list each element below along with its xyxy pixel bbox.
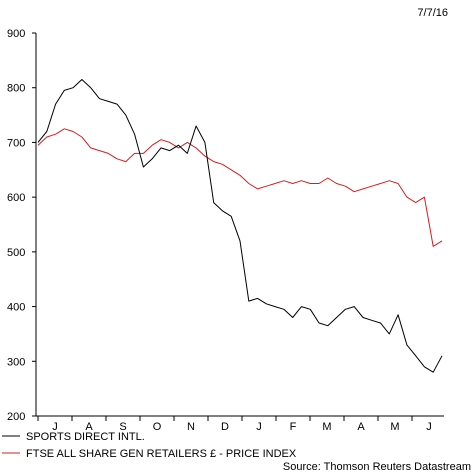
y-axis: 200 300 400 500 600 700 800 900 xyxy=(7,28,37,423)
x-tick-label-9: A xyxy=(357,421,365,433)
x-tick-label-3: O xyxy=(153,421,162,433)
x-tick-label-0: J xyxy=(52,421,58,433)
x-tick-label-8: M xyxy=(322,421,331,433)
y-tick-label-0: 200 xyxy=(7,411,25,423)
series-line-1 xyxy=(37,128,443,247)
y-tick-label-5: 700 xyxy=(7,137,25,149)
y-tick-label-7: 900 xyxy=(7,28,25,40)
chart-date-label: 7/7/16 xyxy=(417,7,448,19)
series-line-0 xyxy=(37,79,443,373)
x-tick-label-1: A xyxy=(85,421,93,433)
x-tick-label-4: N xyxy=(187,421,195,433)
series-layer xyxy=(37,79,443,373)
x-tick-label-7: F xyxy=(290,421,297,433)
legend-label-0: SPORTS DIRECT INTL. xyxy=(26,431,145,443)
source-note: Source: Thomson Reuters Datastream xyxy=(283,461,471,473)
x-tick-label-2: S xyxy=(119,421,126,433)
x-tick-label-6: J xyxy=(256,421,262,433)
legend: SPORTS DIRECT INTL. FTSE ALL SHARE GEN R… xyxy=(2,431,297,460)
y-tick-label-3: 500 xyxy=(7,247,25,259)
y-tick-label-2: 400 xyxy=(7,302,25,314)
x-tick-label-11: J xyxy=(426,421,432,433)
x-tick-label-10: M xyxy=(390,421,399,433)
legend-label-1: FTSE ALL SHARE GEN RETAILERS £ - PRICE I… xyxy=(26,448,297,460)
y-tick-label-6: 800 xyxy=(7,83,25,95)
y-tick-label-1: 300 xyxy=(7,356,25,368)
y-tick-label-4: 600 xyxy=(7,192,25,204)
x-tick-label-5: D xyxy=(221,421,229,433)
